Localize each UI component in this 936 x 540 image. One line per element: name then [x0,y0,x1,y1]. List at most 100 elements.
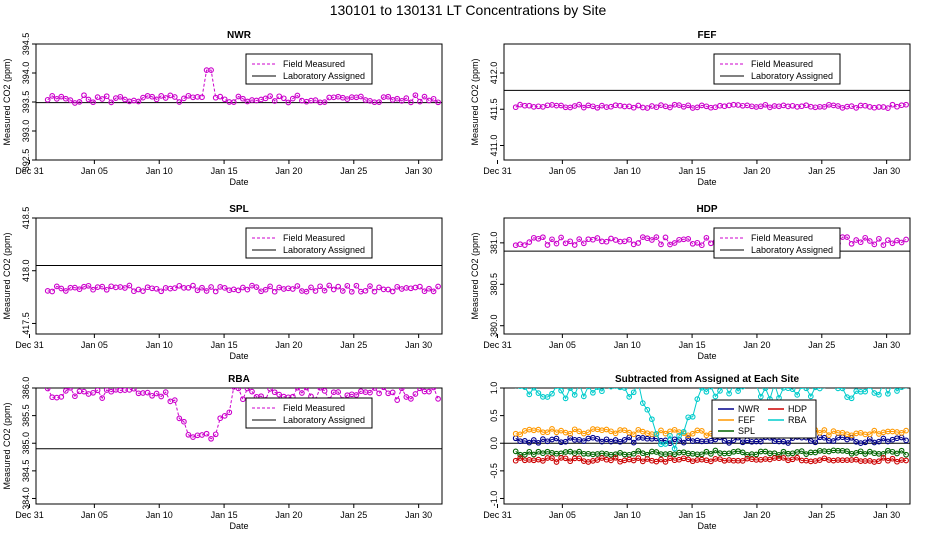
data-point [212,288,219,295]
y-tick-label: 393.5 [21,91,31,114]
data-point [608,428,614,435]
data-point [367,283,373,289]
plot-frame [35,217,443,335]
data-point [698,428,705,434]
data-point [708,451,714,457]
plot-frame [503,43,911,161]
data-point [135,286,142,293]
series-line-hdp [515,457,907,463]
data-point [554,388,559,389]
data-point [694,396,701,402]
y-tick-label: 386.0 [21,377,31,400]
data-point [862,451,869,457]
data-point [903,437,909,444]
data-point [108,388,115,395]
x-axis-label: Date [229,351,248,361]
series-group [512,388,909,465]
data-point [735,388,741,394]
data-point [558,388,564,394]
main-title: 130101 to 130131 LT Concentrations by Si… [329,2,607,18]
data-point [321,388,328,394]
x-tick-label: Jan 30 [873,510,900,520]
data-point [562,455,569,462]
data-point [653,234,660,240]
data-point [67,388,74,391]
data-point [521,242,528,248]
data-point [426,97,432,104]
y-tick-label: 384.5 [21,460,31,483]
x-tick-label: Jan 30 [873,340,900,350]
data-point [667,455,673,462]
data-point [703,234,710,241]
legend-label-assigned: Laboratory Assigned [751,71,833,81]
x-tick-label: Jan 05 [81,510,108,520]
data-point [885,390,891,397]
y-axis-label: Measured CO2 (ppm) [470,58,480,145]
x-tick-label: Dec 31 [483,340,512,350]
data-point [140,288,146,294]
x-tick-label: Jan 10 [614,510,641,520]
data-point [90,389,96,396]
data-point [848,240,855,247]
data-point [303,388,310,391]
data-point [853,105,860,111]
data-point [885,438,891,445]
data-point [271,98,278,104]
data-point [698,388,705,391]
data-point [816,429,823,436]
data-point [308,284,314,291]
data-point [644,406,651,413]
data-point [271,389,278,396]
data-point [176,99,183,105]
data-point [421,93,428,100]
data-point [839,388,846,392]
data-point [726,440,732,446]
data-point [103,286,110,293]
data-point [58,394,65,400]
data-point [522,388,528,390]
data-point [190,282,196,289]
series-group [44,282,441,295]
data-point [371,388,378,391]
data-point [208,284,214,290]
data-point [653,449,660,455]
data-point [512,457,519,464]
data-point [544,102,551,109]
data-point [876,391,882,398]
data-point [294,388,301,391]
legend-label-spl: SPL [738,426,755,436]
data-point [85,282,92,289]
data-point [676,432,682,439]
data-point [62,288,69,294]
data-point [880,242,887,248]
data-point [816,388,823,392]
legend-label-field: Field Measured [751,59,813,69]
x-tick-label: Jan 10 [146,166,173,176]
data-point [126,282,133,289]
data-point [698,451,705,458]
series-group [44,388,441,442]
x-tick-label: Jan 25 [340,510,367,520]
data-point [299,390,305,396]
data-point [630,431,637,438]
data-point [403,95,410,101]
data-point [348,288,355,295]
y-tick-label: 393.0 [21,120,31,143]
data-point [421,288,428,295]
data-point [62,388,69,394]
data-point [594,457,601,463]
data-point [630,439,637,446]
data-point [876,235,882,242]
data-point [285,99,292,106]
data-point [99,283,106,290]
x-axis-label: Date [697,521,716,531]
data-point [567,430,574,437]
data-point [426,388,432,395]
x-tick-label: Jan 20 [743,166,770,176]
data-point [376,284,382,291]
legend-label-field: Field Measured [283,59,345,69]
legend-box [245,53,373,85]
data-point [821,104,828,110]
data-point [85,96,92,103]
data-point [158,93,165,99]
